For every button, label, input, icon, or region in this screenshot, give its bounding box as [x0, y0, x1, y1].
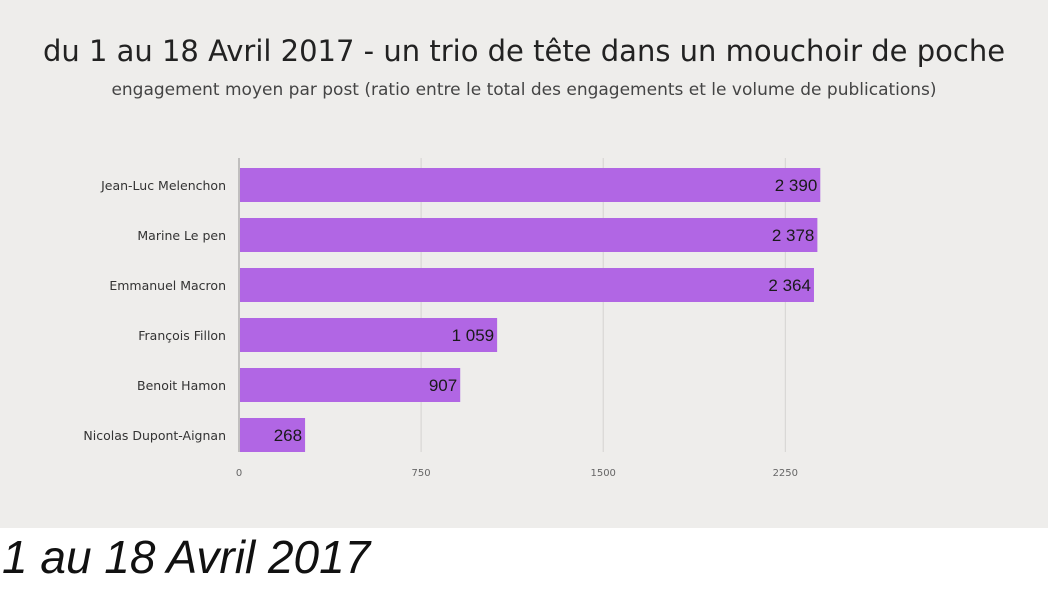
bar: [240, 368, 461, 402]
bar: [240, 418, 306, 452]
bar-chart: 0 750 1500 2250 Jean-Luc Melenchon 2 390 Marin…: [83, 158, 821, 479]
bar: [240, 318, 498, 352]
value-label: 1 059: [452, 326, 495, 345]
caption: 1 au 18 Avril 2017: [2, 531, 371, 583]
category-label: Jean-Luc Melenchon: [100, 178, 226, 193]
chart-subtitle: engagement moyen par post (ratio entre l…: [111, 80, 937, 100]
bar: [240, 268, 814, 302]
bar: [240, 168, 821, 202]
category-label: Emmanuel Macron: [109, 278, 226, 293]
x-tick-label: 1500: [590, 468, 615, 479]
category-label: Nicolas Dupont-Aignan: [83, 428, 226, 443]
category-label: Marine Le pen: [137, 228, 226, 243]
x-tick-label: 750: [412, 468, 431, 479]
value-label: 907: [429, 376, 457, 395]
bar: [240, 218, 818, 252]
category-label: Benoit Hamon: [137, 378, 226, 393]
chart-title: du 1 au 18 Avril 2017 - un trio de tête …: [42, 34, 1006, 68]
value-label: 268: [274, 426, 302, 445]
x-tick-label: 2250: [773, 468, 798, 479]
value-label: 2 390: [775, 176, 818, 195]
value-label: 2 378: [772, 226, 815, 245]
category-label: François Fillon: [138, 328, 226, 343]
x-tick-label: 0: [236, 468, 242, 479]
value-label: 2 364: [768, 276, 811, 295]
chart-panel: [0, 0, 1048, 528]
